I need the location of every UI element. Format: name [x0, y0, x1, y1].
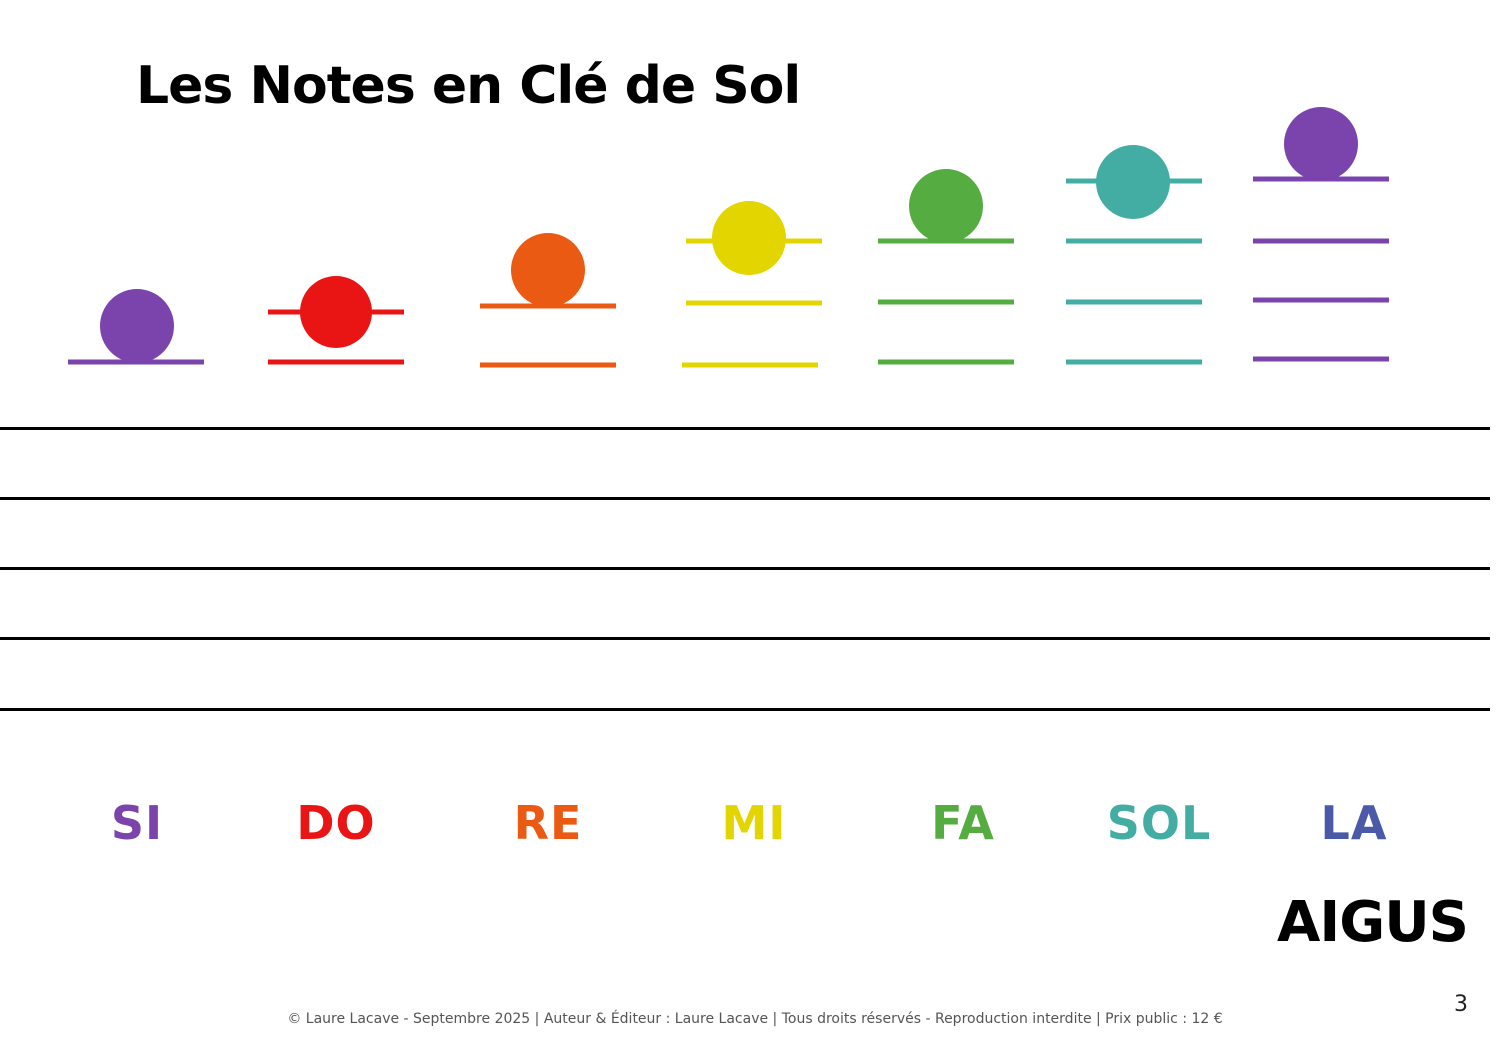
- copyright-footer: © Laure Lacave - Septembre 2025 | Auteur…: [287, 1011, 1223, 1027]
- note-head: [1284, 107, 1358, 181]
- staff-line: [0, 497, 1490, 500]
- note-re: [480, 233, 616, 368]
- note-fa: [878, 169, 1014, 365]
- staff-line: [0, 567, 1490, 570]
- note-si: [68, 289, 204, 365]
- note-label-sol: SOL: [1106, 796, 1212, 850]
- staff-line: [0, 708, 1490, 711]
- note-label-mi: MI: [721, 796, 787, 850]
- range-label: AIGUS: [1277, 890, 1469, 955]
- note-head: [100, 289, 174, 363]
- page-title: Les Notes en Clé de Sol: [136, 56, 801, 116]
- staff-line: [0, 427, 1490, 430]
- note-head: [1096, 145, 1170, 219]
- note-do: [268, 276, 404, 365]
- note-label-la: LA: [1320, 796, 1388, 850]
- staff-line: [0, 637, 1490, 640]
- note-head: [511, 233, 585, 307]
- note-mi: [682, 201, 822, 368]
- note-head: [712, 201, 786, 275]
- note-label-re: RE: [513, 796, 583, 850]
- note-label-si: SI: [110, 796, 164, 850]
- note-sol: [1066, 145, 1202, 365]
- note-head: [300, 276, 372, 348]
- note-la: [1253, 107, 1389, 362]
- note-label-do: DO: [296, 796, 376, 850]
- page-number: 3: [1454, 992, 1468, 1017]
- ledger-notes-illustration: [68, 107, 1389, 368]
- note-head: [909, 169, 983, 243]
- note-label-fa: FA: [931, 796, 995, 850]
